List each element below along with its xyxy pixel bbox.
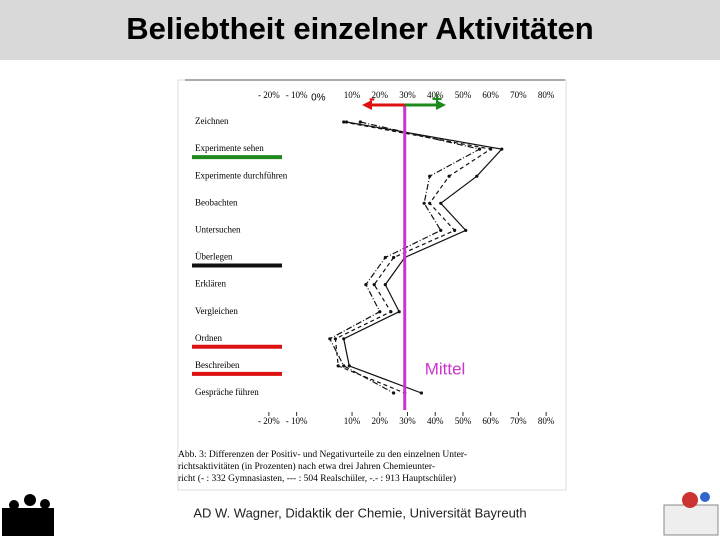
x-tick-label: - 20% bbox=[258, 90, 280, 100]
point bbox=[439, 201, 443, 205]
plus-arrowhead bbox=[436, 100, 446, 110]
logo-left bbox=[2, 494, 54, 536]
caption-part: , --- : bbox=[282, 474, 304, 484]
point bbox=[383, 255, 387, 260]
point bbox=[383, 283, 387, 287]
point bbox=[347, 364, 351, 368]
point bbox=[364, 283, 368, 287]
caption-part: ) bbox=[453, 473, 456, 484]
point bbox=[342, 364, 346, 368]
x-tick-label: 50% bbox=[455, 90, 472, 100]
caption-part: richt (- : bbox=[178, 473, 212, 484]
x-tick-label: 20% bbox=[372, 416, 389, 426]
point bbox=[464, 228, 468, 232]
point bbox=[389, 310, 393, 314]
category-label: Zeichnen bbox=[195, 116, 229, 126]
scan-area bbox=[177, 79, 567, 491]
category-label: Beschreiben bbox=[195, 360, 240, 370]
mean-label: Mittel bbox=[425, 359, 466, 378]
category-label: Experimente sehen bbox=[195, 143, 264, 153]
point bbox=[392, 391, 396, 395]
point bbox=[439, 228, 443, 232]
series-name: 504 Realschüler bbox=[304, 474, 366, 484]
series-line bbox=[334, 121, 493, 394]
x-tick-label: 60% bbox=[482, 416, 499, 426]
x-tick-label: - 10% bbox=[286, 416, 308, 426]
zero-label: 0% bbox=[311, 93, 326, 104]
category-label: Gespräche führen bbox=[195, 387, 259, 397]
x-tick-label: 40% bbox=[427, 90, 444, 100]
minus-arrowhead bbox=[362, 100, 372, 110]
footer: AD W. Wagner, Didaktik der Chemie, Unive… bbox=[193, 505, 526, 520]
point bbox=[422, 201, 426, 205]
point bbox=[500, 147, 504, 151]
point bbox=[447, 174, 451, 178]
x-tick-label: 30% bbox=[399, 90, 416, 100]
point bbox=[428, 174, 432, 178]
plus-label: + bbox=[432, 89, 443, 109]
x-tick-label: 80% bbox=[538, 90, 555, 100]
category-label: Erklären bbox=[195, 279, 226, 289]
title-bar bbox=[0, 0, 720, 60]
point bbox=[342, 337, 346, 341]
x-tick-label: 60% bbox=[482, 90, 499, 100]
point bbox=[453, 228, 457, 232]
x-tick-label: 40% bbox=[427, 416, 444, 426]
point bbox=[342, 120, 346, 124]
minus-label: - bbox=[369, 88, 375, 108]
point bbox=[333, 337, 338, 341]
category-label: Vergleichen bbox=[195, 306, 238, 316]
category-label: Ordnen bbox=[195, 333, 222, 343]
point bbox=[428, 201, 432, 205]
category-label: Experimente durchführen bbox=[195, 170, 288, 180]
point bbox=[358, 120, 362, 124]
point bbox=[372, 283, 376, 287]
point bbox=[392, 255, 396, 260]
point bbox=[328, 337, 332, 341]
caption-line: Abb. 3: Differenzen der Positiv- und Neg… bbox=[178, 449, 467, 460]
logo-right bbox=[663, 492, 719, 536]
point bbox=[378, 310, 382, 314]
x-tick-label: - 10% bbox=[286, 90, 308, 100]
x-tick-label: 70% bbox=[510, 416, 527, 426]
point bbox=[475, 174, 479, 178]
caption-part: , -.- : bbox=[365, 474, 386, 484]
point bbox=[489, 147, 493, 151]
x-tick-label: 10% bbox=[344, 90, 361, 100]
series-name: 913 Hauptschüler bbox=[386, 474, 454, 484]
x-tick-label: 10% bbox=[344, 416, 361, 426]
point bbox=[477, 147, 482, 151]
category-label: Untersuchen bbox=[195, 224, 241, 234]
x-tick-label: 50% bbox=[455, 416, 472, 426]
x-tick-label: 70% bbox=[510, 90, 527, 100]
series-name: 332 Gymnasiasten bbox=[212, 474, 283, 484]
point bbox=[336, 364, 340, 368]
x-tick-label: 20% bbox=[372, 90, 389, 100]
slide-title: Beliebtheit einzelner Aktivitäten bbox=[126, 11, 593, 46]
point bbox=[397, 310, 401, 314]
caption-line: richt (- : 332 Gymnasiasten, --- : 504 R… bbox=[178, 473, 456, 484]
point bbox=[419, 391, 423, 395]
x-tick-label: 30% bbox=[399, 416, 416, 426]
x-tick-label: 80% bbox=[538, 416, 555, 426]
category-label: Beobachten bbox=[195, 197, 238, 207]
x-tick-label: - 20% bbox=[258, 416, 280, 426]
category-label: Überlegen bbox=[195, 252, 233, 262]
caption-line: richtsaktivitäten (in Prozenten) nach et… bbox=[178, 461, 435, 472]
